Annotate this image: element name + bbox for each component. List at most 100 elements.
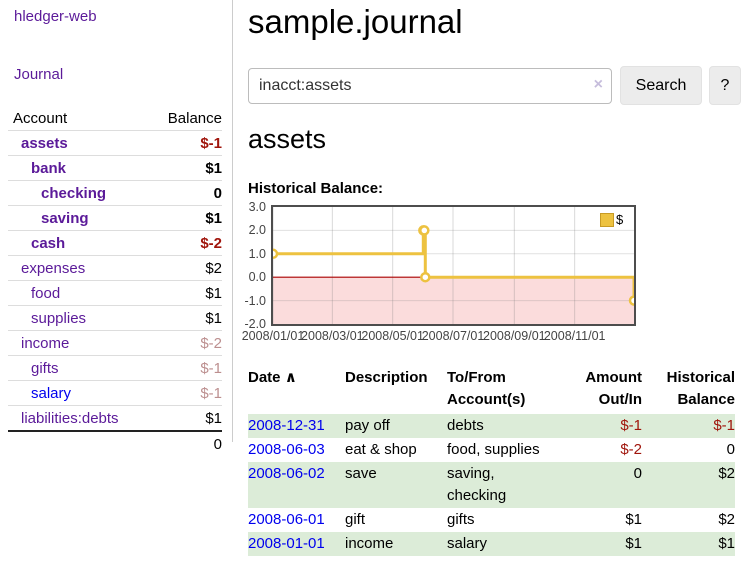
x-axis-tick-label: 2008/05/01: [361, 329, 424, 343]
column-header-date[interactable]: Date ∧: [248, 369, 297, 386]
transaction-accounts: saving, checking: [447, 465, 507, 504]
x-axis-tick-label: 2008/07/01: [421, 329, 485, 343]
account-link-salary[interactable]: salary: [31, 384, 72, 402]
account-heading: assets: [248, 124, 327, 154]
x-axis-tick-label: 2008/03/01: [301, 329, 364, 343]
account-balance: $1: [205, 159, 222, 177]
column-header-historical-balance: Historical Balance: [666, 369, 735, 408]
account-total-balance: 0: [213, 435, 222, 453]
account-row: saving $1: [8, 205, 222, 230]
account-link-expenses[interactable]: expenses: [21, 259, 86, 277]
account-row: supplies $1: [8, 305, 222, 330]
x-axis-tick-label: 2008/01/01: [241, 329, 305, 343]
account-balance: $-1: [200, 134, 222, 152]
register-row: 2008-12-31 pay off debts $-1 $-1: [248, 414, 735, 438]
register-row: 2008-06-01 gift gifts $1 $2: [248, 508, 735, 532]
y-axis-tick-label: 2.0: [248, 223, 266, 238]
column-header-accounts: To/From Account(s): [447, 369, 526, 408]
account-balance: $1: [205, 284, 222, 302]
transaction-date-link[interactable]: 2008-12-31: [248, 417, 325, 434]
legend-label: $: [616, 212, 624, 227]
account-row: cash $-2: [8, 230, 222, 255]
account-link-liabilities-debts[interactable]: liabilities:debts: [21, 409, 119, 427]
y-axis-tick-label: 3.0: [248, 200, 266, 214]
balance-chart: [271, 205, 636, 326]
legend-swatch-icon: [600, 212, 614, 227]
y-axis-tick-label: -1.0: [244, 293, 266, 308]
register-header-row: Date ∧ Description To/From Account(s) Am…: [248, 364, 735, 414]
account-row: food $1: [8, 280, 222, 305]
transaction-balance: $-1: [713, 417, 735, 434]
account-link-gifts[interactable]: gifts: [31, 359, 59, 377]
transaction-date-link[interactable]: 2008-06-03: [248, 441, 325, 458]
transaction-amount: $-1: [620, 417, 642, 434]
column-header-amount: Amount Out/In: [585, 369, 642, 408]
transaction-amount: $1: [625, 511, 642, 528]
transaction-description: income: [345, 535, 394, 552]
balance-column-header: Balance: [167, 109, 222, 127]
transaction-description: gift: [345, 511, 366, 528]
transaction-balance: 0: [726, 441, 735, 458]
account-balance: $-2: [200, 234, 222, 252]
search-form: ×: [248, 68, 612, 104]
account-row: checking 0: [8, 180, 222, 205]
account-balance: $1: [205, 409, 222, 427]
transaction-balance: $2: [718, 465, 735, 482]
account-balance: $-1: [200, 359, 222, 377]
account-row: expenses $2: [8, 255, 222, 280]
account-balance-table: Account Balance assets $-1 bank $1 check…: [8, 106, 222, 456]
account-row: liabilities:debts $1: [8, 405, 222, 430]
transaction-amount: $-2: [620, 441, 642, 458]
transaction-accounts: salary: [447, 535, 488, 552]
register-row: 2008-06-03 eat & shop food, supplies $-2…: [248, 438, 735, 462]
transaction-accounts: food, supplies: [447, 441, 540, 458]
transaction-description: pay off: [345, 417, 390, 434]
transaction-balance: $1: [718, 535, 735, 552]
brand-link[interactable]: hledger-web: [14, 8, 97, 25]
chart-plot-area: [273, 207, 634, 324]
account-link-checking[interactable]: checking: [41, 184, 107, 202]
chart-legend: $: [600, 212, 623, 227]
account-table-header: Account Balance: [8, 106, 222, 130]
transaction-accounts: gifts: [447, 511, 475, 528]
account-balance: $2: [205, 259, 222, 277]
account-balance: $-1: [200, 384, 222, 402]
search-button[interactable]: Search: [620, 66, 702, 105]
account-balance: $-2: [200, 334, 222, 352]
help-button[interactable]: ?: [709, 66, 741, 105]
account-link-bank[interactable]: bank: [31, 159, 67, 177]
x-axis-tick-label: 2008/11/01: [543, 329, 606, 343]
sidebar-item-journal[interactable]: Journal: [14, 66, 64, 83]
search-input[interactable]: [248, 68, 612, 104]
x-axis-tick-label: 2008/09/01: [483, 329, 546, 343]
y-axis-tick-label: 1.0: [248, 246, 266, 261]
register-table: Date ∧ Description To/From Account(s) Am…: [248, 364, 735, 556]
transaction-accounts: debts: [447, 417, 484, 434]
transaction-date-link[interactable]: 2008-01-01: [248, 535, 325, 552]
column-header-description: Description: [345, 369, 428, 386]
account-balance: 0: [213, 184, 222, 202]
page-title: sample.journal: [248, 3, 463, 40]
sort-ascending-icon: ∧: [284, 369, 297, 386]
account-link-income[interactable]: income: [21, 334, 70, 352]
account-link-cash[interactable]: cash: [31, 234, 66, 252]
transaction-date-link[interactable]: 2008-06-02: [248, 465, 325, 482]
y-axis-tick-label: -2.0: [244, 317, 266, 331]
account-row: gifts $-1: [8, 355, 222, 380]
account-balance: $1: [205, 209, 222, 227]
account-row: salary $-1: [8, 380, 222, 405]
account-total-row: 0: [8, 430, 222, 456]
transaction-date-link[interactable]: 2008-06-01: [248, 511, 325, 528]
transaction-description: eat & shop: [345, 441, 417, 458]
account-row: income $-2: [8, 330, 222, 355]
register-row: 2008-01-01 income salary $1 $1: [248, 532, 735, 556]
account-link-assets[interactable]: assets: [21, 134, 68, 152]
account-row: bank $1: [8, 155, 222, 180]
clear-search-icon[interactable]: ×: [593, 76, 603, 93]
account-link-saving[interactable]: saving: [41, 209, 89, 227]
chart-title: Historical Balance:: [248, 180, 384, 197]
account-link-food[interactable]: food: [31, 284, 61, 302]
account-balance: $1: [205, 309, 222, 327]
transaction-balance: $2: [718, 511, 735, 528]
account-link-supplies[interactable]: supplies: [31, 309, 87, 327]
